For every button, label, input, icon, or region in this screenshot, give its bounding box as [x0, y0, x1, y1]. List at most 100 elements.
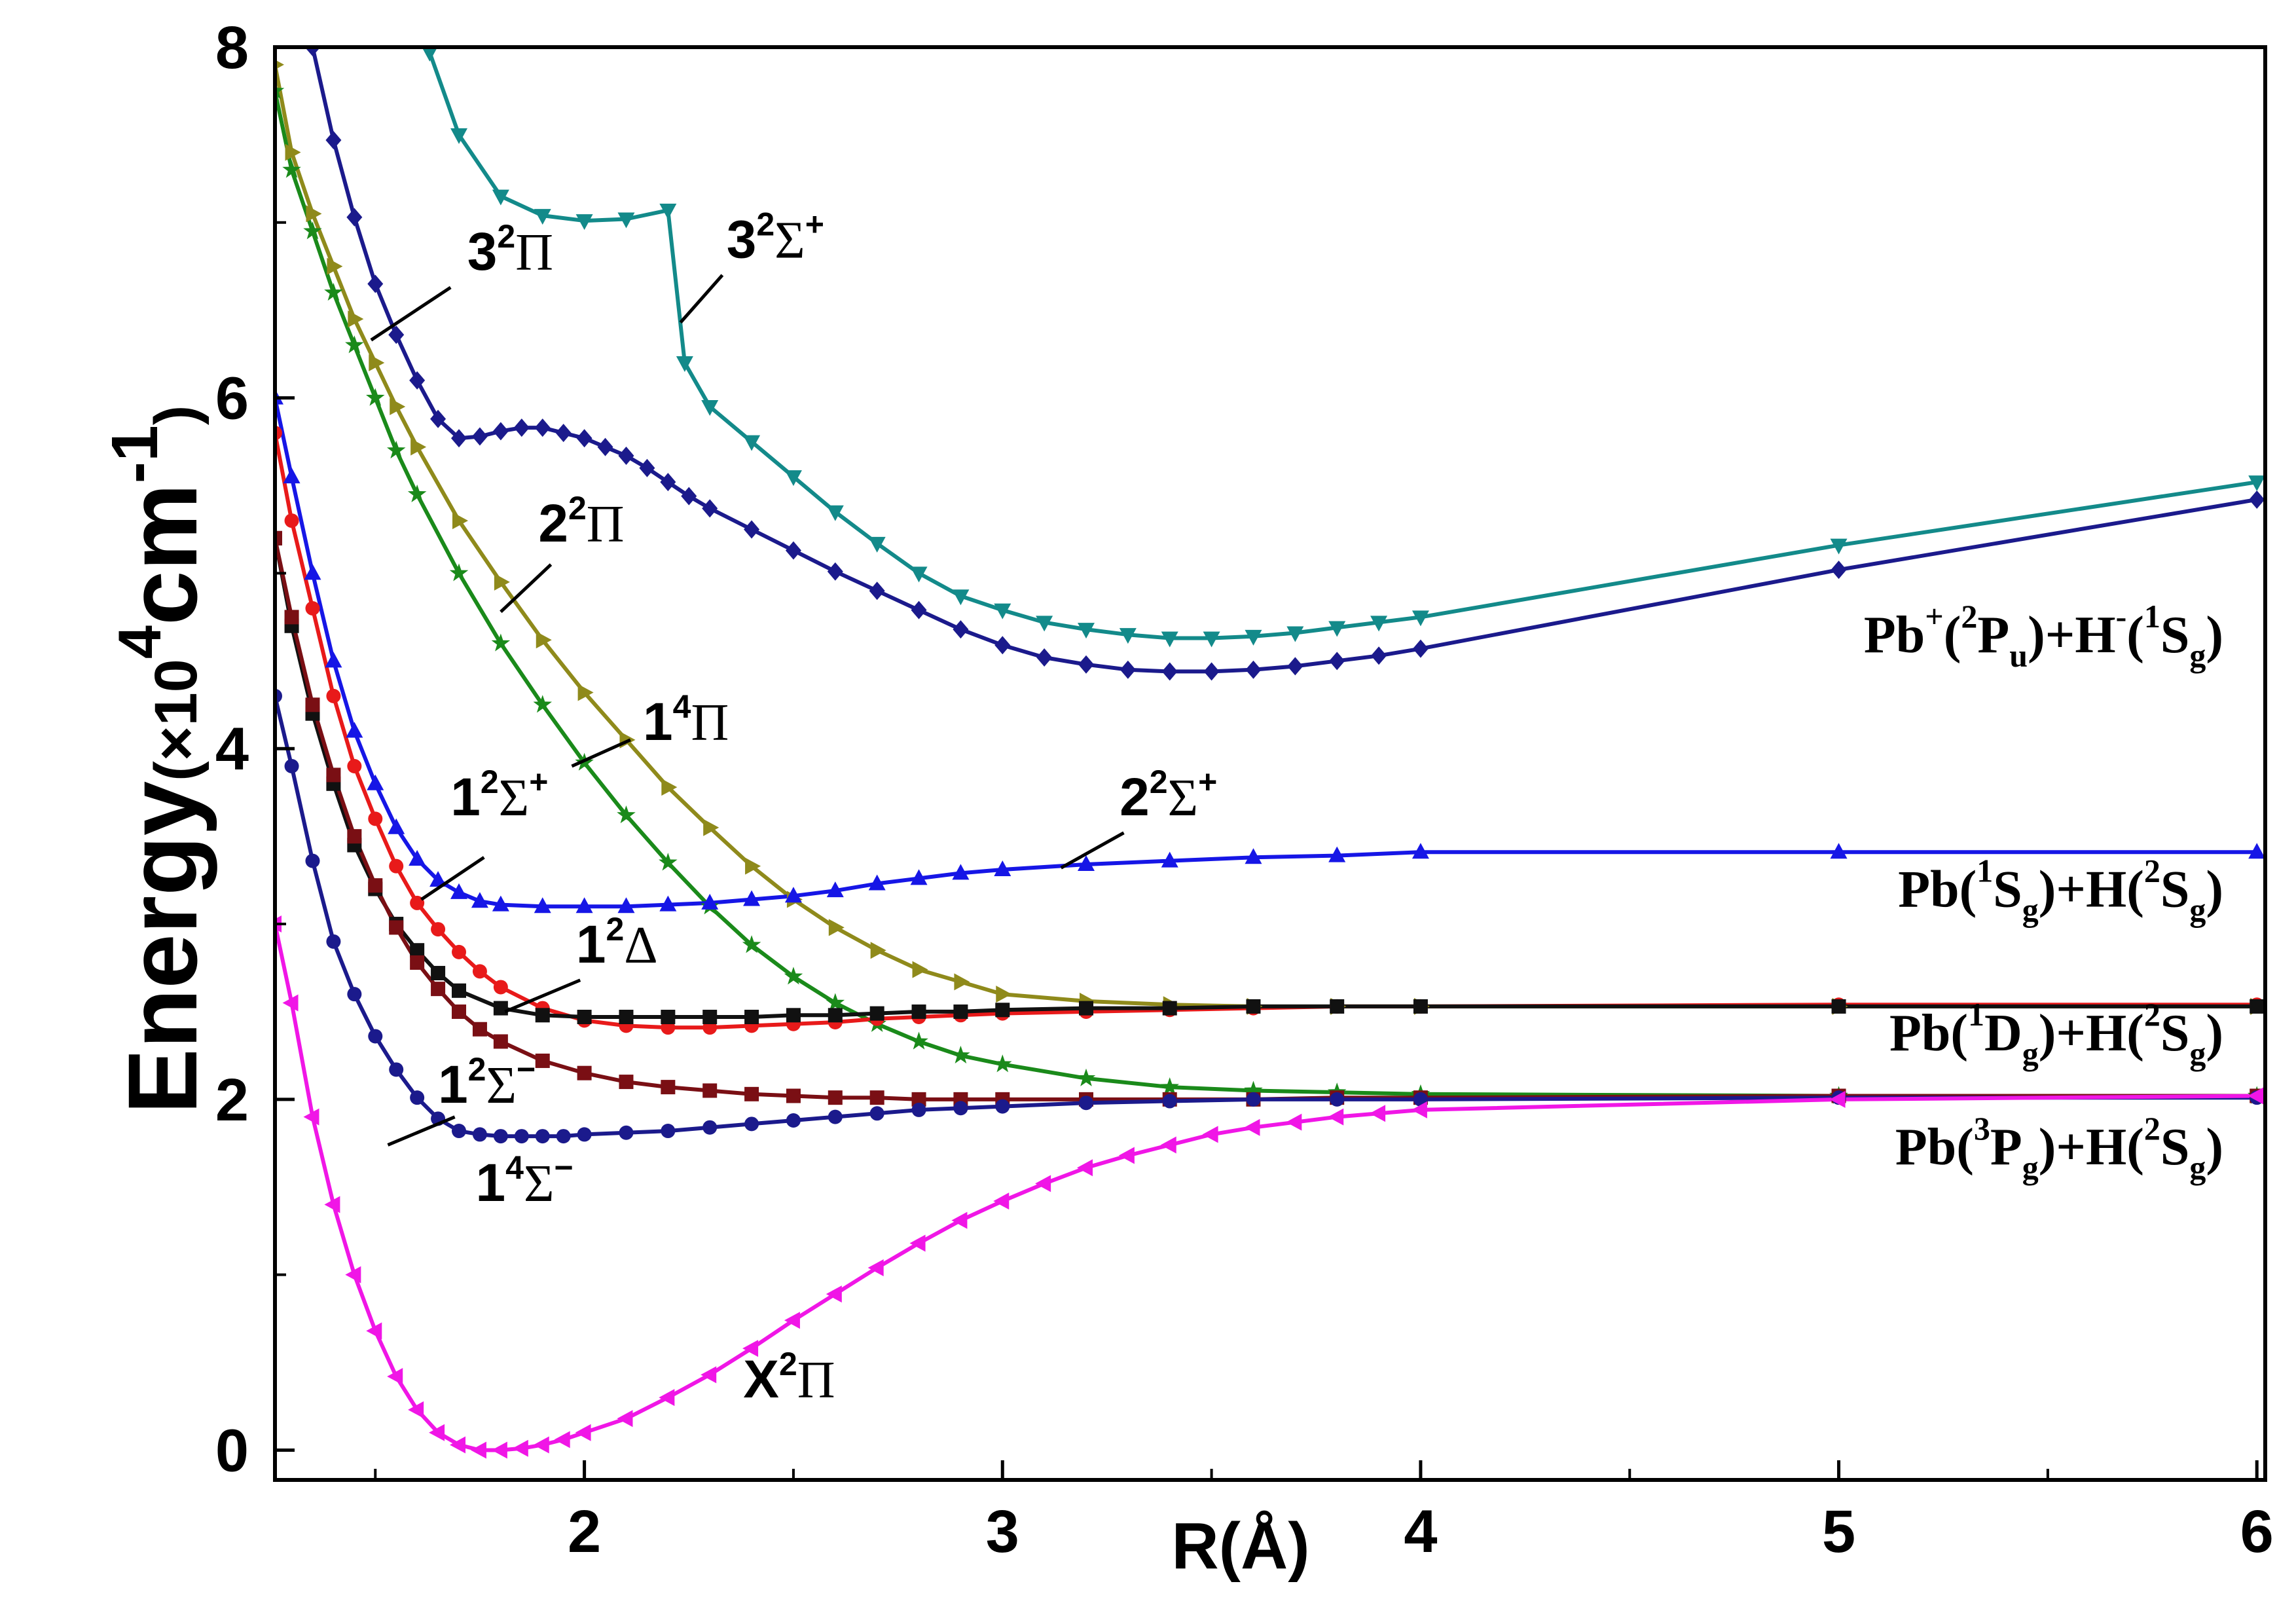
data-point-8-29	[1330, 1092, 1345, 1107]
data-point-9-28	[1118, 1147, 1135, 1164]
data-point-7-20	[869, 1090, 884, 1105]
data-point-8-26	[1078, 1096, 1093, 1111]
data-point-2-9	[494, 573, 510, 591]
asymptote-label: Pb(1Sg)+H(2Sg)	[1898, 852, 2223, 928]
data-point-2-15	[745, 857, 761, 875]
data-point-0-2	[492, 189, 509, 206]
y-axis-label-exp: 4	[107, 625, 173, 659]
data-point-6-13	[619, 1009, 634, 1024]
data-point-4-26	[1245, 848, 1262, 864]
state-label: 14Σ−	[476, 1149, 574, 1213]
data-point-7-16	[702, 1083, 718, 1098]
svg-text:Energy(×104cm-1): Energy(×104cm-1)	[98, 405, 217, 1115]
data-point-1-24	[911, 600, 927, 619]
data-point-0-20	[1203, 631, 1220, 648]
y-tick-label: 0	[215, 1417, 249, 1484]
data-point-8-4	[347, 987, 362, 1002]
data-point-6-10	[493, 1001, 508, 1016]
state-label: 32Σ+	[727, 206, 824, 269]
data-point-8-14	[556, 1129, 571, 1144]
data-point-9-31	[1244, 1118, 1260, 1136]
data-point-9-22	[867, 1259, 884, 1276]
data-point-8-5	[368, 1029, 383, 1044]
data-point-2-2	[306, 205, 322, 223]
data-point-1-37	[1831, 561, 1847, 580]
data-point-1-11	[534, 418, 551, 437]
data-point-7-3	[326, 767, 341, 783]
data-point-9-34	[1370, 1105, 1386, 1122]
data-point-1-30	[1161, 662, 1178, 681]
label-leader-line	[504, 978, 581, 1014]
data-point-8-17	[661, 1124, 676, 1139]
data-point-1-33	[1287, 657, 1303, 676]
data-point-1-0	[304, 47, 321, 56]
series-line-3	[275, 90, 2257, 1098]
data-point-9-29	[1160, 1136, 1176, 1154]
data-point-9-21	[826, 1285, 842, 1303]
data-point-0-22	[1286, 626, 1304, 642]
data-point-3-8	[449, 563, 469, 581]
y-axis-label-unit-open: (×10	[143, 659, 210, 781]
data-point-4-4	[346, 722, 363, 738]
y-axis-ticks: 0 2 4 6 8	[215, 14, 295, 1484]
data-point-4-14	[617, 897, 635, 913]
data-point-6-25	[1246, 999, 1261, 1014]
data-point-4-8	[429, 871, 447, 887]
data-point-6-9	[452, 983, 467, 998]
data-point-7-5	[368, 878, 383, 893]
data-point-0-8	[701, 400, 719, 416]
data-point-3-4	[345, 335, 364, 354]
state-label: X2Π	[743, 1346, 835, 1409]
data-point-9-15	[575, 1424, 591, 1441]
data-point-6-11	[535, 1008, 550, 1023]
data-point-4-22	[952, 864, 970, 880]
data-point-2-4	[348, 310, 364, 328]
data-point-1-5	[409, 371, 426, 390]
data-point-7-8	[431, 982, 446, 997]
data-point-2-20	[954, 973, 970, 991]
data-point-2-8	[452, 512, 469, 530]
data-point-5-11	[493, 980, 508, 995]
data-point-3-22	[1076, 1068, 1096, 1086]
data-point-0-11	[826, 505, 844, 521]
data-point-9-13	[533, 1436, 549, 1454]
data-point-4-15	[659, 895, 677, 912]
data-point-7-1	[284, 610, 299, 625]
data-point-3-6	[386, 440, 406, 459]
data-point-6-23	[1078, 1001, 1093, 1016]
data-point-4-1	[283, 468, 301, 484]
data-point-7-4	[347, 829, 362, 844]
data-point-9-20	[784, 1312, 800, 1329]
state-labels: 32Σ+ 32Π 22Π 14Π 12Σ+ 22Σ+ 12Δ 12Σ− 14Σ− X2Π	[370, 206, 1217, 1409]
data-point-4-30	[2248, 843, 2265, 859]
label-leader-line	[679, 274, 724, 324]
y-axis-label-unit: cm	[107, 483, 217, 625]
data-point-5-9	[452, 944, 467, 959]
data-point-6-16	[744, 1009, 759, 1024]
state-label: 22Σ+	[1120, 764, 1217, 827]
data-point-9-7	[408, 1401, 424, 1418]
data-point-4-3	[325, 652, 342, 668]
data-point-1-38	[2249, 490, 2265, 509]
data-point-9-35	[1411, 1101, 1427, 1118]
y-axis-label: Energy(×104cm-1)	[98, 405, 217, 1115]
data-point-1-9	[492, 422, 509, 441]
data-point-3-20	[951, 1045, 970, 1064]
data-point-6-26	[1330, 999, 1345, 1014]
y-tick-label: 8	[215, 14, 249, 81]
data-point-8-22	[869, 1106, 884, 1121]
data-point-8-2	[305, 853, 320, 868]
state-label: 14Π	[643, 688, 729, 752]
x-tick-label: 5	[1822, 1498, 1855, 1565]
data-point-9-23	[909, 1234, 926, 1252]
data-point-8-19	[744, 1116, 759, 1132]
data-point-7-21	[911, 1092, 926, 1107]
data-point-9-2	[303, 1108, 319, 1126]
x-tick-label: 2	[568, 1498, 601, 1565]
data-point-3-12	[617, 805, 636, 824]
data-point-1-2	[346, 208, 363, 227]
data-point-3-19	[909, 1031, 928, 1050]
data-point-8-27	[1162, 1094, 1177, 1109]
data-point-0-4	[575, 214, 593, 231]
state-label: 12Σ+	[450, 764, 548, 827]
